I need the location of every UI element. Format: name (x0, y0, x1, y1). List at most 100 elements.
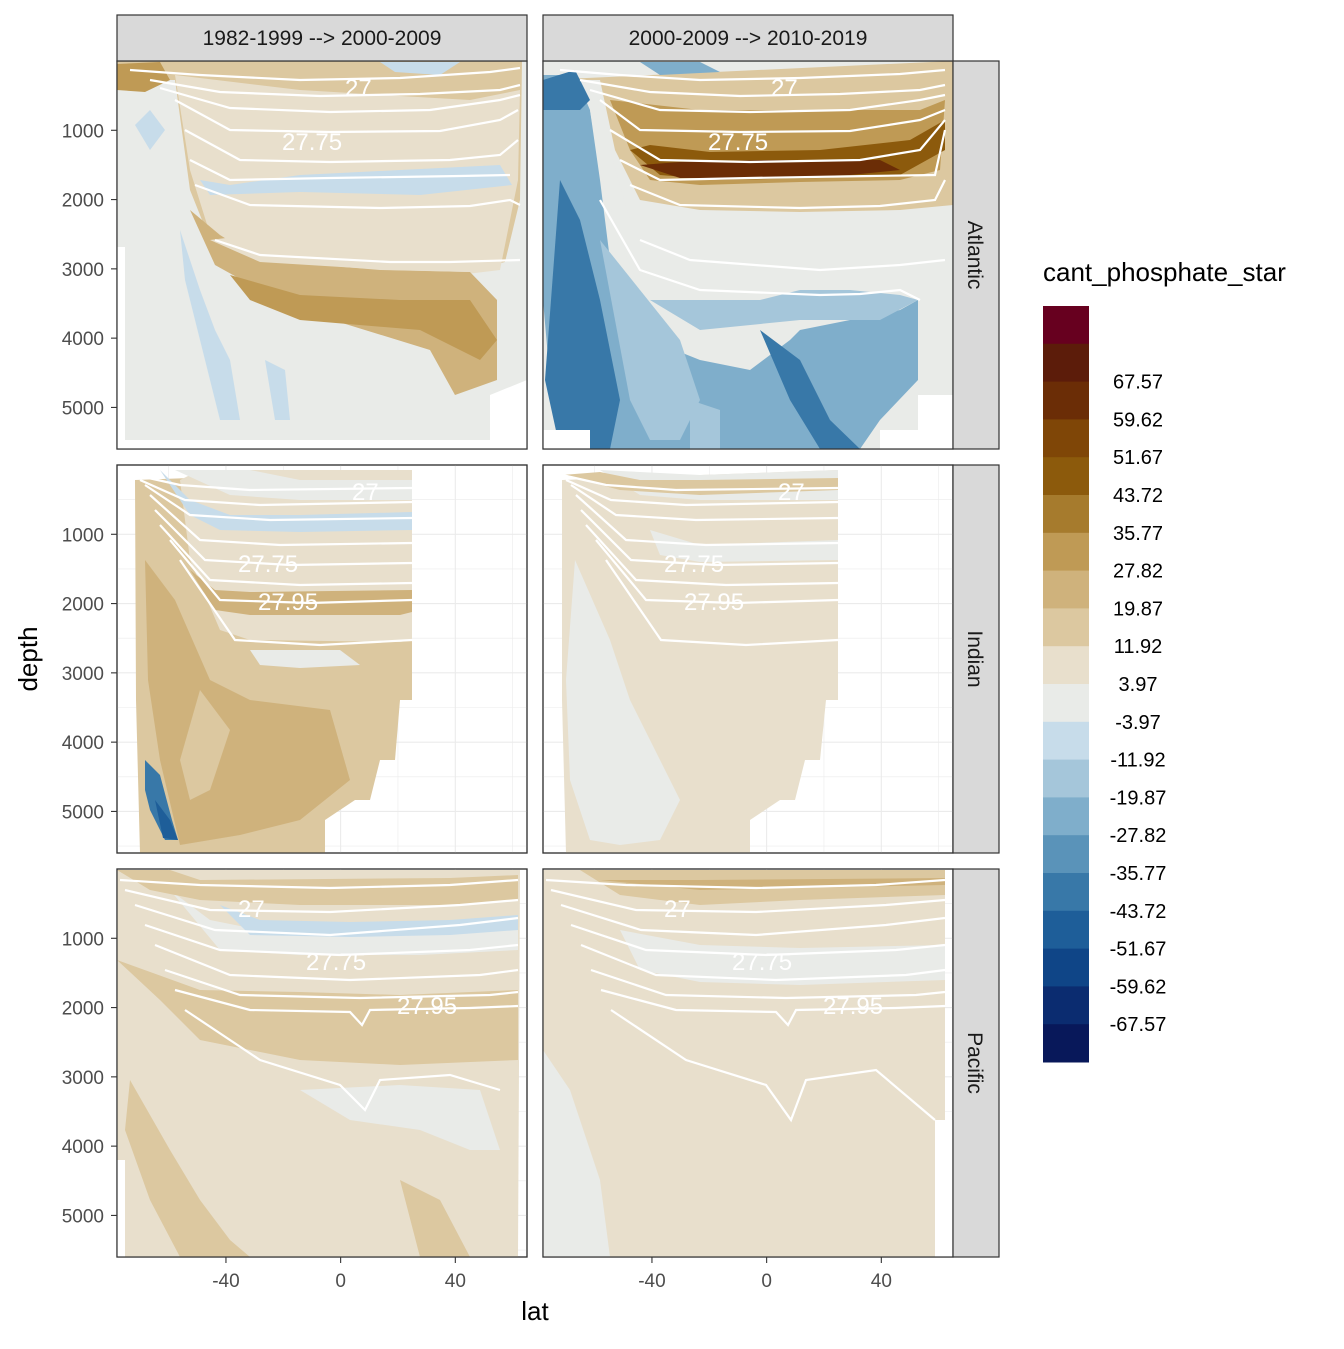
legend-label: 67.57 (1113, 372, 1163, 394)
contour-label: 27 (771, 75, 798, 102)
contour-label: 27 (352, 479, 379, 506)
legend-label: 11.92 (1114, 636, 1163, 658)
contour-label: 27.75 (732, 949, 792, 976)
legend-swatch (1043, 457, 1089, 496)
legend-label: 51.67 (1113, 447, 1163, 469)
y-axis-title: depth (13, 626, 43, 691)
y-tick-label: 1000 (62, 929, 104, 950)
legend-swatch (1043, 759, 1089, 798)
legend-swatch (1043, 684, 1089, 723)
x-tick-label: -40 (638, 1271, 665, 1292)
legend-swatch (1043, 532, 1089, 572)
legend-labels: 67.57 59.62 51.67 43.72 35.77 27.82 19.87 11.92… (1110, 372, 1167, 1037)
x-axes: -40 0 40 -40 0 40 (212, 1257, 892, 1292)
y-tick-label: 1000 (62, 121, 104, 142)
legend-label: 43.72 (1113, 485, 1163, 507)
x-tick-label: 0 (761, 1271, 772, 1292)
row-strip-label: Atlantic (963, 221, 986, 290)
contour-label: 27 (664, 896, 691, 923)
legend-swatch (1043, 873, 1089, 912)
legend-swatch (1043, 646, 1089, 685)
legend-label: -19.87 (1110, 787, 1167, 809)
contour-label: 27.75 (664, 551, 724, 578)
contour-label: 27.75 (306, 949, 366, 976)
legend-label: -3.97 (1115, 712, 1161, 734)
legend-label: -27.82 (1110, 825, 1167, 847)
contour-label: 27 (238, 896, 265, 923)
legend-swatch (1043, 608, 1089, 647)
y-tick-label: 5000 (62, 802, 104, 823)
legend-swatch (1043, 1024, 1089, 1063)
legend-label: 35.77 (1113, 523, 1163, 545)
legend-label: 3.97 (1119, 674, 1158, 696)
legend-swatch (1043, 343, 1089, 383)
x-tick-label: 40 (871, 1271, 892, 1292)
row-strip-atlantic: Atlantic (952, 60, 1000, 450)
y-tick-label: 3000 (62, 1068, 104, 1089)
row-strip-indian: Indian (952, 464, 1000, 854)
legend: cant_phosphate_star 67.57 59.62 51.67 43.72… (1043, 257, 1286, 1063)
column-strip-2: 2000-2009 --> 2010-2019 (542, 14, 954, 62)
contour-label: 27 (345, 75, 372, 102)
legend-label: -51.67 (1110, 939, 1167, 961)
column-strip-label: 2000-2009 --> 2010-2019 (629, 27, 868, 50)
legend-swatch (1043, 986, 1089, 1025)
contour-label: 27.95 (684, 589, 744, 616)
panel-pacific-2: 27.75 27.95 27 (542, 868, 954, 1258)
legend-swatch (1043, 570, 1089, 609)
panel-atlantic-1: 27.75 27 (116, 60, 528, 450)
legend-swatch (1043, 306, 1089, 345)
legend-label: -59.62 (1110, 976, 1167, 998)
x-tick-label: 40 (445, 1271, 466, 1292)
legend-swatch (1043, 721, 1089, 761)
legend-swatch (1043, 797, 1089, 836)
y-tick-label: 2000 (62, 999, 104, 1020)
y-tick-label: 5000 (62, 1206, 104, 1227)
legend-label: 19.87 (1113, 598, 1163, 620)
legend-label: -67.57 (1110, 1014, 1167, 1036)
contour-label: 27.75 (282, 129, 342, 156)
legend-label: -11.92 (1110, 750, 1165, 772)
legend-colorbar (1043, 306, 1089, 1063)
legend-swatch (1043, 910, 1089, 950)
y-tick-label: 4000 (62, 733, 104, 754)
x-axis-title: lat (521, 1296, 549, 1326)
row-strip-label: Pacific (963, 1032, 986, 1094)
panel-atlantic-2: 27.75 27 (542, 60, 954, 450)
column-strip-label: 1982-1999 --> 2000-2009 (203, 27, 442, 50)
y-tick-label: 2000 (62, 595, 104, 616)
row-strip-label: Indian (963, 630, 986, 687)
contour-label: 27.95 (258, 589, 318, 616)
panel-pacific-1: 27.75 27.95 27 (116, 868, 528, 1258)
contour-label: 27 (778, 479, 805, 506)
y-tick-label: 5000 (62, 398, 104, 419)
contour-label: 27.95 (397, 993, 457, 1020)
legend-label: 59.62 (1113, 409, 1163, 431)
y-tick-label: 3000 (62, 664, 104, 685)
contour-label: 27.75 (238, 551, 298, 578)
x-tick-label: 0 (335, 1271, 346, 1292)
legend-title: cant_phosphate_star (1043, 257, 1286, 287)
x-tick-label: -40 (212, 1271, 239, 1292)
legend-label: 27.82 (1113, 561, 1163, 583)
panel-indian-1: 27.75 27.95 27 (116, 464, 528, 854)
contour-label: 27.75 (708, 129, 768, 156)
legend-swatch (1043, 381, 1089, 420)
legend-label: -35.77 (1110, 863, 1167, 885)
row-strip-pacific: Pacific (952, 868, 1000, 1258)
contour-label: 27.95 (823, 993, 883, 1020)
y-axes: 1000 2000 3000 4000 5000 1000 2000 3000 4000 5000… (62, 121, 117, 1227)
legend-swatch (1043, 835, 1089, 874)
legend-swatch (1043, 419, 1089, 458)
legend-swatch (1043, 948, 1089, 987)
y-tick-label: 4000 (62, 329, 104, 350)
legend-swatch (1043, 495, 1089, 534)
panel-indian-2: 27.75 27.95 27 (542, 464, 954, 854)
legend-label: -43.72 (1110, 901, 1167, 923)
y-tick-label: 1000 (62, 525, 104, 546)
y-tick-label: 2000 (62, 191, 104, 212)
y-tick-label: 3000 (62, 260, 104, 281)
y-tick-label: 4000 (62, 1137, 104, 1158)
